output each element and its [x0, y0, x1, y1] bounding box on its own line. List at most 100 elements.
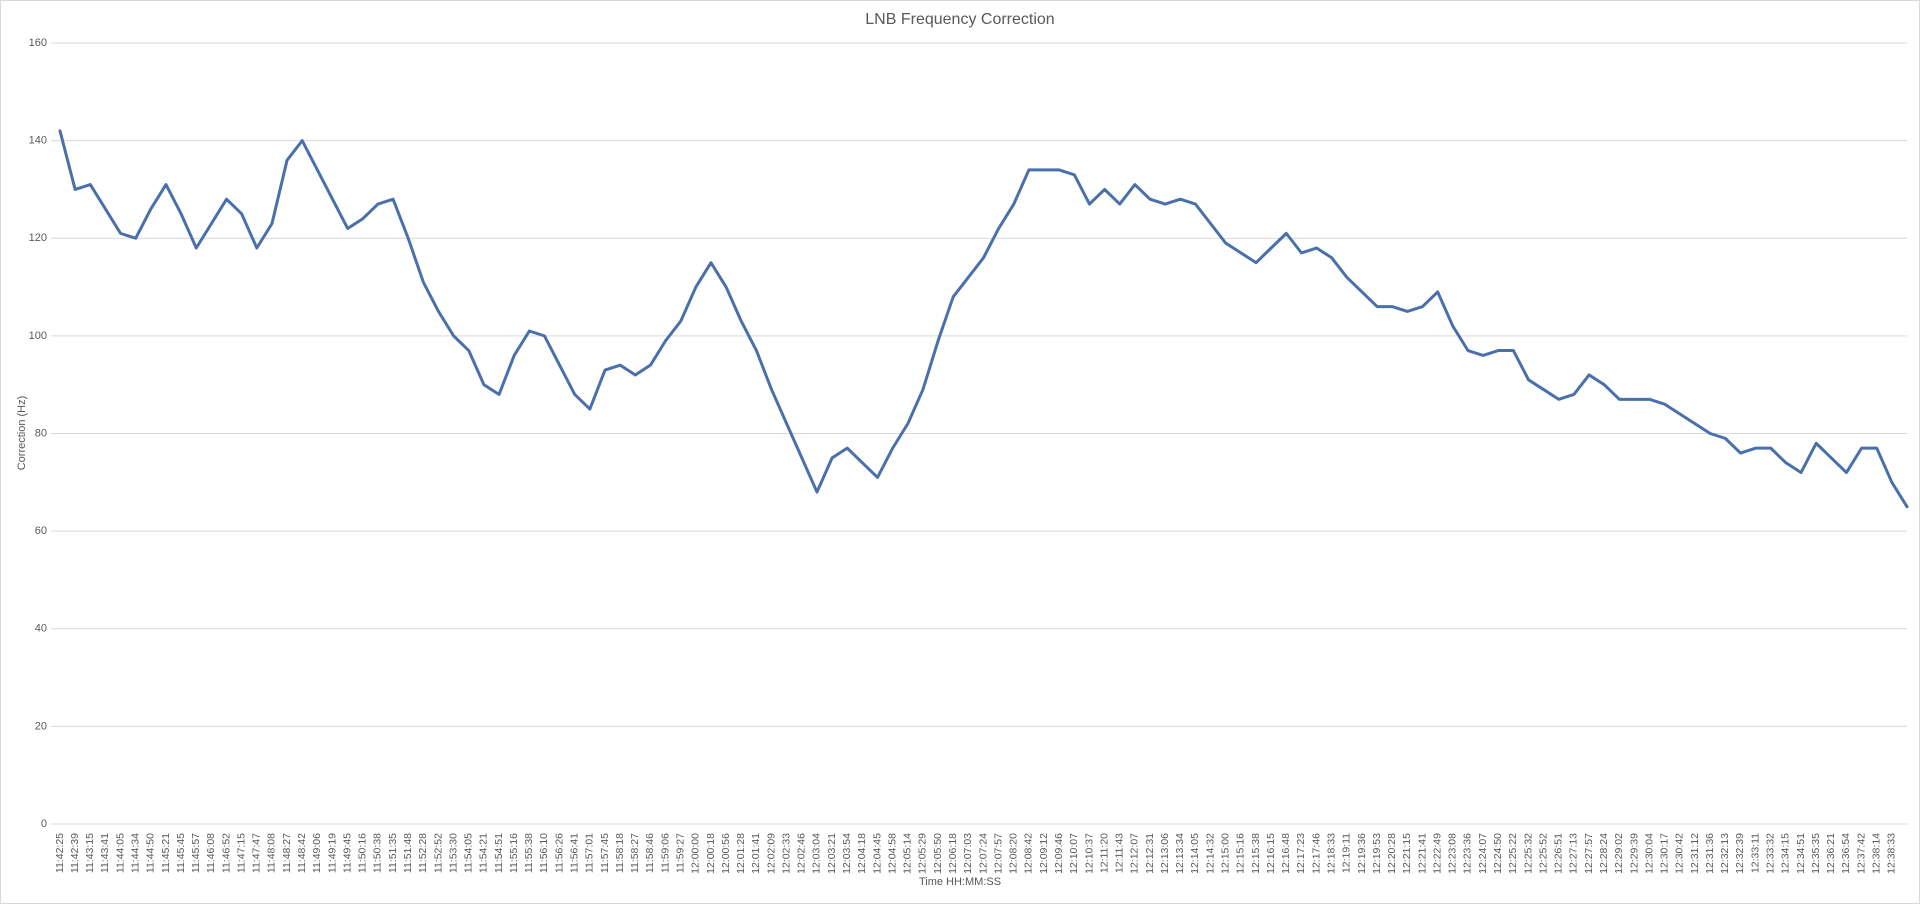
- x-tick-label: 12:15:38: [1250, 833, 1262, 874]
- x-tick-label: 12:05:50: [932, 833, 944, 874]
- y-tick-label: 40: [35, 623, 47, 635]
- x-tick-label: 12:37:42: [1855, 833, 1867, 874]
- x-tick-label: 12:25:22: [1507, 833, 1519, 874]
- x-tick-label: 11:50:16: [357, 833, 369, 873]
- x-tick-label: 12:19:53: [1371, 833, 1383, 874]
- x-tick-label: 12:08:20: [1008, 833, 1020, 874]
- x-tick-label: 12:01:41: [750, 833, 762, 874]
- x-tick-label: 11:58:18: [614, 833, 626, 873]
- x-tick-label: 12:12:31: [1144, 833, 1156, 874]
- x-tick-label: 12:25:52: [1537, 833, 1549, 874]
- x-tick-label: 12:05:29: [917, 833, 929, 874]
- y-tick-label: 140: [29, 135, 47, 147]
- x-axis-label: Time HH:MM:SS: [919, 876, 1001, 888]
- y-tick-label: 20: [35, 720, 47, 732]
- x-tick-label: 12:34:15: [1780, 833, 1792, 874]
- y-tick-label: 0: [41, 818, 47, 830]
- x-tick-label: 12:21:15: [1401, 833, 1413, 874]
- x-tick-label: 11:49:06: [311, 833, 323, 873]
- x-tick-label: 12:19:36: [1356, 833, 1368, 874]
- x-tick-label: 12:24:50: [1492, 833, 1504, 874]
- x-tick-label: 12:27:13: [1568, 833, 1580, 874]
- y-tick-label: 80: [35, 427, 47, 439]
- x-tick-label: 12:11:43: [1114, 833, 1126, 873]
- x-tick-label: 12:06:18: [947, 833, 959, 874]
- x-tick-label: 11:54:51: [493, 833, 505, 873]
- x-tick-label: 12:22:49: [1431, 833, 1443, 874]
- x-tick-label: 12:36:21: [1825, 833, 1837, 874]
- x-tick-label: 12:03:21: [826, 833, 838, 874]
- x-tick-label: 12:04:18: [856, 833, 868, 874]
- x-tick-label: 12:07:57: [992, 833, 1004, 874]
- x-tick-label: 12:32:39: [1734, 833, 1746, 874]
- x-tick-label: 12:00:18: [705, 833, 717, 874]
- y-tick-label: 120: [29, 232, 47, 244]
- x-tick-label: 12:24:07: [1477, 833, 1489, 874]
- x-tick-label: 12:02:09: [765, 833, 777, 874]
- x-tick-label: 12:30:42: [1674, 833, 1686, 874]
- x-tick-label: 12:03:54: [841, 833, 853, 874]
- x-tick-label: 12:35:35: [1810, 833, 1822, 874]
- x-tick-label: 12:07:03: [962, 833, 974, 874]
- x-tick-label: 12:30:17: [1659, 833, 1671, 874]
- x-tick-label: 12:15:00: [1220, 833, 1232, 874]
- x-tick-label: 11:52:52: [432, 833, 444, 873]
- x-tick-label: 12:17:23: [1295, 833, 1307, 874]
- x-tick-label: 12:13:34: [1174, 833, 1186, 874]
- x-tick-label: 11:58:27: [629, 833, 641, 873]
- x-tick-label: 12:34:51: [1795, 833, 1807, 874]
- x-tick-label: 11:55:38: [523, 833, 535, 873]
- x-tick-label: 12:05:14: [902, 833, 914, 874]
- x-tick-label: 11:57:45: [599, 833, 611, 873]
- x-tick-label: 11:42:25: [54, 833, 66, 873]
- x-tick-label: 11:54:21: [478, 833, 490, 873]
- x-tick-label: 11:49:45: [341, 833, 353, 873]
- x-tick-label: 12:28:24: [1598, 833, 1610, 874]
- x-tick-label: 12:10:37: [1083, 833, 1095, 874]
- x-tick-label: 12:36:54: [1840, 833, 1852, 874]
- x-tick-label: 11:45:57: [190, 833, 202, 873]
- x-tick-label: 12:21:41: [1416, 833, 1428, 874]
- x-tick-label: 11:56:10: [538, 833, 550, 873]
- x-tick-label: 11:51:48: [402, 833, 414, 873]
- x-tick-label: 12:26:51: [1553, 833, 1565, 874]
- x-tick-label: 12:10:07: [1068, 833, 1080, 874]
- x-tick-label: 11:48:42: [296, 833, 308, 873]
- x-tick-label: 11:57:01: [584, 833, 596, 873]
- x-tick-label: 12:04:58: [886, 833, 898, 874]
- x-tick-label: 11:47:47: [251, 833, 263, 873]
- x-tick-label: 11:54:05: [463, 833, 475, 873]
- x-tick-label: 11:44:05: [114, 833, 126, 873]
- x-tick-label: 12:23:36: [1462, 833, 1474, 874]
- x-tick-label: 12:07:24: [977, 833, 989, 874]
- x-tick-label: 11:53:30: [447, 833, 459, 873]
- x-tick-label: 11:48:08: [266, 833, 278, 873]
- x-tick-label: 11:45:45: [175, 833, 187, 873]
- x-tick-label: 11:48:27: [281, 833, 293, 873]
- x-tick-label: 11:44:34: [129, 833, 141, 873]
- x-tick-label: 12:02:33: [780, 833, 792, 874]
- x-tick-label: 12:17:46: [1310, 833, 1322, 874]
- x-tick-label: 12:09:12: [1038, 833, 1050, 874]
- x-tick-label: 12:31:12: [1689, 833, 1701, 874]
- x-tick-label: 11:42:39: [69, 833, 81, 873]
- x-tick-label: 11:51:35: [387, 833, 399, 873]
- x-tick-label: 12:12:07: [1129, 833, 1141, 874]
- x-tick-label: 12:30:04: [1643, 833, 1655, 874]
- x-tick-label: 12:38:33: [1886, 833, 1898, 874]
- x-tick-label: 11:52:28: [417, 833, 429, 873]
- x-tick-label: 12:09:46: [1053, 833, 1065, 874]
- x-tick-label: 11:45:21: [160, 833, 172, 873]
- x-tick-label: 12:29:39: [1628, 833, 1640, 874]
- x-tick-label: 12:01:28: [735, 833, 747, 874]
- x-tick-label: 12:11:20: [1098, 833, 1110, 873]
- x-tick-label: 11:43:15: [84, 833, 96, 873]
- x-tick-label: 11:43:41: [99, 833, 111, 873]
- x-tick-label: 12:31:36: [1704, 833, 1716, 874]
- x-tick-label: 11:46:52: [220, 833, 232, 873]
- y-tick-label: 60: [35, 525, 47, 537]
- x-tick-label: 11:49:19: [326, 833, 338, 873]
- x-tick-label: 12:33:32: [1765, 833, 1777, 874]
- x-tick-label: 12:02:46: [796, 833, 808, 874]
